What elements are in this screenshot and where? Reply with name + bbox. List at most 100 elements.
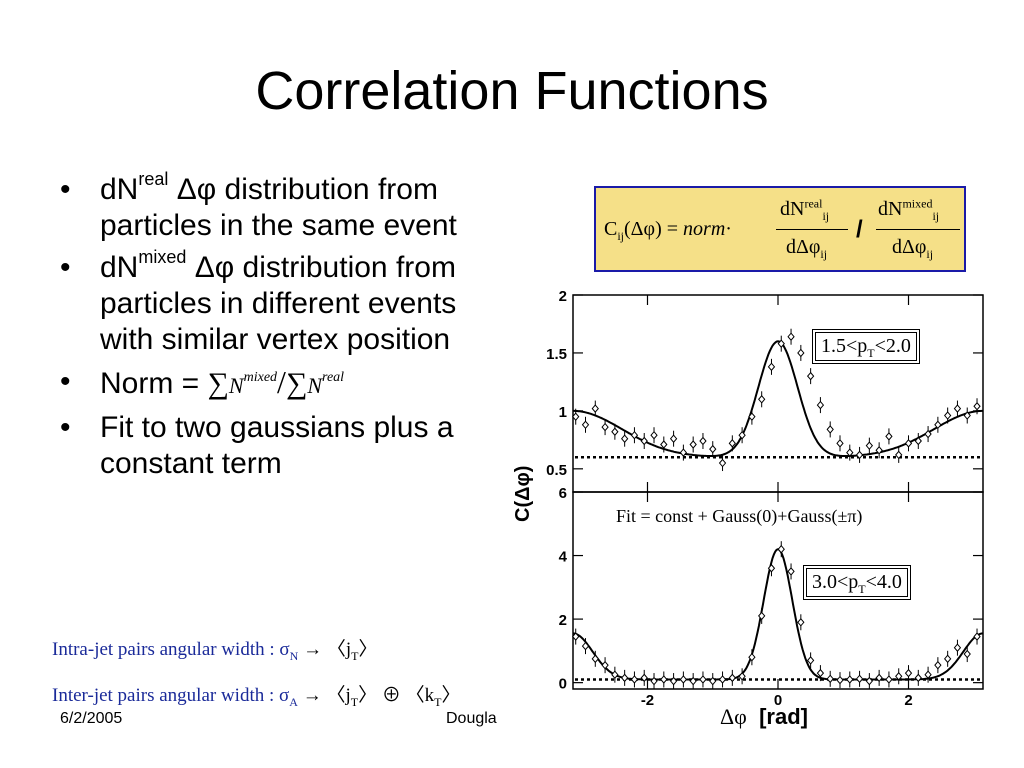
panel2-data-point [914, 673, 922, 683]
inter-jet-kt-end: 〉 [441, 685, 461, 706]
panel2-data-point [767, 563, 776, 573]
footer-date: 6/2/2005 [60, 710, 123, 727]
formula-norm: norm [683, 218, 726, 240]
panel1-pt-label: 1.5<pT<2.0 [812, 329, 920, 364]
panel1-data-point [875, 446, 883, 455]
formula-arg: (Δφ) = [624, 218, 684, 240]
x-tick-label: 2 [904, 692, 912, 709]
formula-box: Cij(Δφ) = norm· dNrealij dΔφij / dNmixed… [594, 186, 966, 272]
panel2-data-point [572, 632, 580, 641]
panel2-data-point [973, 632, 981, 641]
panel1-data-point [601, 422, 609, 432]
panel1-data-point [581, 420, 590, 430]
panel1-data-point [963, 411, 971, 420]
intra-jet-note: Intra-jet pairs angular width : σN → 〈jT… [52, 634, 378, 663]
panel1-data-point [777, 339, 785, 348]
inter-jet-text: Inter-jet pairs angular width : σ [52, 685, 290, 706]
panel2-data-point [611, 670, 619, 679]
panel2-data-point [806, 656, 815, 665]
panel1-data-point [914, 436, 922, 446]
panel1-data-point [787, 332, 795, 341]
formula-c: C [604, 218, 618, 240]
bullet-dot: • [60, 251, 71, 284]
bullet-dot: • [60, 173, 71, 206]
panel2-data-point [620, 673, 629, 683]
formula-fraction-line-2 [876, 229, 960, 230]
panel2-data-point [689, 676, 697, 686]
panel1-data-point [620, 434, 629, 443]
panel1-data-point [611, 427, 619, 437]
inter-jet-jt: 〈j [326, 685, 351, 706]
panel1-data-point [660, 440, 668, 449]
formula-num-mixed-d: dN [878, 198, 903, 220]
x-axis-symbol: Δφ [720, 704, 747, 729]
panel1-data-point [973, 401, 981, 411]
panel1-data-point [679, 448, 688, 457]
panel1-data-point [895, 450, 903, 460]
panel1-data-point [816, 400, 825, 410]
panel2-data-point [944, 654, 952, 664]
panel2-ytick-label: 2 [559, 612, 567, 629]
norm-slash: / [277, 364, 286, 400]
x-tick-label: 0 [774, 692, 782, 709]
panel2-data-point [630, 675, 639, 684]
inter-jet-kt: 〈k [405, 685, 435, 706]
panel1-data-point [699, 436, 707, 446]
norm-sup-real: real [322, 370, 345, 385]
panel1-data-point [885, 432, 893, 441]
bullet-norm: • Norm = ∑Nmixed/∑Nreal [56, 364, 516, 404]
panel2-data-point [855, 674, 864, 684]
panel1-fit-curve [573, 340, 983, 457]
intra-jet-jt-end: 〉 [358, 639, 378, 660]
panel2-pt-label-sub: T [858, 582, 866, 596]
panel2-data-point [846, 675, 854, 684]
panel1-data-point [953, 404, 962, 413]
panel2-data-point [895, 672, 903, 681]
panel2-data-point [709, 676, 717, 686]
intra-jet-jt: 〈j [326, 639, 352, 660]
panel1-data-point [748, 412, 756, 421]
formula-den-2-sub: ij [926, 247, 934, 261]
panel2-data-point [679, 675, 688, 684]
inter-jet-note: Inter-jet pairs angular width : σA → 〈jT… [52, 680, 461, 708]
panel1-pt-label-sub: T [867, 346, 875, 360]
panel1-data-point [944, 411, 952, 420]
panel1-data-point [728, 439, 736, 448]
panel2-data-point [669, 676, 678, 686]
formula-slash: / [856, 216, 863, 243]
panel1-data-point [865, 441, 874, 450]
formula-den-1-text: dΔφ [786, 236, 821, 258]
intra-jet-jt-sub: T [351, 648, 359, 663]
panel2-data-point [591, 654, 599, 664]
panel1-data-point [836, 439, 844, 448]
panel2-data-point [650, 676, 658, 686]
panel2-data-point [728, 673, 736, 683]
panel1-ytick-label: 0.5 [546, 462, 567, 479]
bullet-mixed: • dNmixed Δφ distribution from particles… [56, 247, 516, 358]
panel2-data-point [699, 675, 707, 684]
panel1-data-point [669, 434, 678, 443]
inter-jet-oplus: ⊕ [377, 685, 406, 706]
bullet-mixed-dn: dN [100, 251, 139, 284]
x-axis-label: Δφ [rad] [720, 704, 808, 730]
norm-formula: ∑Nmixed/∑Nreal [208, 364, 345, 400]
panel2-data-point [640, 673, 648, 683]
panel1-frame [572, 294, 984, 493]
norm-n-1: N [228, 373, 244, 398]
sum-symbol-1: ∑ [207, 367, 229, 400]
panel2-data-point [816, 668, 825, 678]
inter-jet-jt-end: 〉 [358, 685, 378, 706]
panel2-data-point [885, 675, 893, 684]
panel1-data-point [826, 425, 834, 434]
panel2-data-point [601, 660, 609, 670]
panel1-data-point [904, 439, 913, 448]
panel1-data-point [709, 444, 717, 454]
panel1-data-point [758, 395, 766, 404]
panel1-data-point [572, 412, 580, 421]
bullet-real-dn: dN [100, 173, 139, 206]
panel2-data-point [963, 649, 971, 659]
panel2-ytick-label: 0 [559, 676, 567, 693]
bullet-norm-text: Norm = [100, 367, 208, 400]
bullet-mixed-sup: mixed [138, 247, 187, 267]
formula-num-mixed: dNmixedij [878, 197, 939, 222]
